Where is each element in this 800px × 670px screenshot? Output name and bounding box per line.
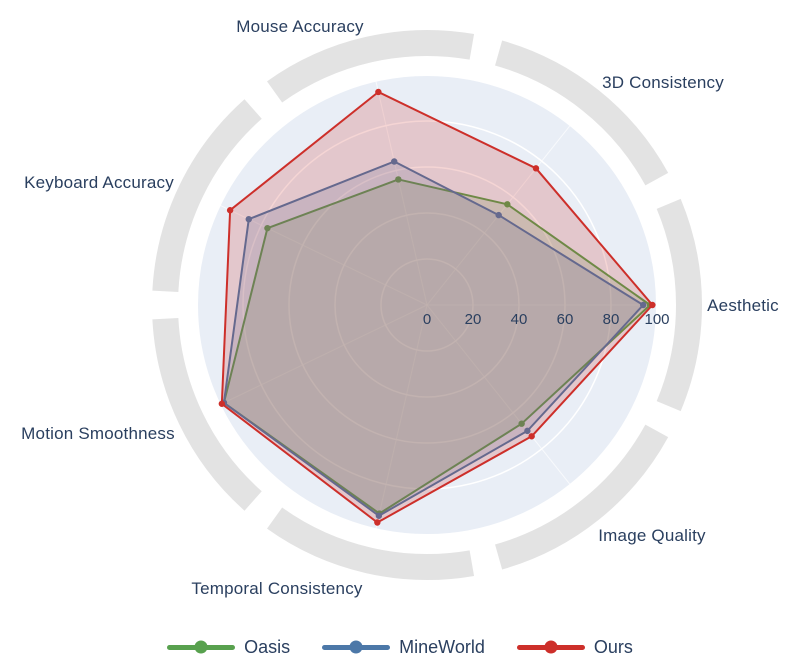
grid-spoke: [375, 304, 428, 530]
oasis-line-swatch: [167, 640, 236, 654]
legend-item-mineworld[interactable]: MineWorld: [322, 637, 485, 658]
radial-tick-label: 0: [423, 311, 431, 328]
legend-label-ours: Ours: [593, 636, 633, 657]
decorative-ring-arc: [494, 424, 669, 570]
mineworld-marker-dot: [349, 640, 363, 654]
legend-item-ours[interactable]: Ours: [516, 636, 633, 658]
series-oasis-point: [395, 176, 402, 183]
decorative-ring-arc: [267, 507, 475, 580]
ours-line-swatch: [516, 640, 585, 654]
series-mineworld-polygon: [222, 160, 645, 517]
axis-label-3d-consistency: 3D Consistency: [602, 73, 724, 92]
ours-marker-dot: [544, 640, 558, 654]
legend-label-mineworld: MineWorld: [399, 636, 485, 657]
series-mineworld-point: [245, 215, 252, 223]
series-mineworld-point: [640, 301, 647, 309]
series-ours-point: [375, 88, 382, 96]
decorative-ring-arc: [267, 30, 475, 103]
decorative-ring-arc: [494, 40, 669, 186]
series-mineworld-point: [375, 512, 383, 519]
series-oasis-point: [264, 224, 271, 232]
decorative-ring-arc: [656, 198, 702, 412]
series-ours-point: [649, 301, 656, 309]
grid-spoke: [219, 204, 428, 306]
mineworld-line-swatch: [322, 640, 391, 654]
legend: Oasis MineWorld Ours: [0, 630, 800, 664]
series-oasis-polygon: [222, 178, 652, 515]
legend-item-oasis[interactable]: Oasis: [167, 637, 290, 658]
radial-tick-label: 20: [465, 311, 482, 328]
axis-label-motion-smoothness: Motion Smoothness: [21, 424, 175, 443]
series-ours-point: [226, 207, 234, 214]
grid-spoke: [426, 304, 571, 486]
axis-label-mouse-accuracy: Mouse Accuracy: [236, 17, 364, 36]
grid-spoke: [375, 80, 428, 306]
series-mineworld-point: [495, 211, 502, 219]
radial-tick-label: 80: [603, 311, 620, 328]
axis-label-aesthetic: Aesthetic: [707, 296, 779, 315]
series-ours-point: [374, 519, 381, 526]
series-ours-point: [528, 433, 535, 440]
series-oasis-point: [504, 201, 511, 208]
axis-label-image-quality: Image Quality: [598, 526, 706, 545]
radial-tick-label: 100: [644, 311, 669, 328]
series-oasis-point: [518, 420, 525, 427]
oasis-marker-dot: [194, 640, 208, 654]
radial-tick-label: 60: [557, 311, 574, 328]
series-ours-polygon: [220, 90, 654, 524]
legend-label-oasis: Oasis: [244, 636, 291, 657]
decorative-ring-arc: [152, 99, 262, 293]
decorative-ring-arc: [152, 317, 262, 511]
axis-label-temporal-consistency: Temporal Consistency: [191, 579, 363, 598]
series-ours-point: [218, 400, 226, 407]
series-mineworld-point: [391, 158, 398, 165]
series-ours-point: [532, 165, 540, 172]
grid-spoke: [219, 304, 428, 406]
radial-tick-label: 40: [511, 311, 528, 328]
series-mineworld-point: [524, 427, 531, 435]
axis-label-keyboard-accuracy: Keyboard Accuracy: [24, 173, 174, 192]
